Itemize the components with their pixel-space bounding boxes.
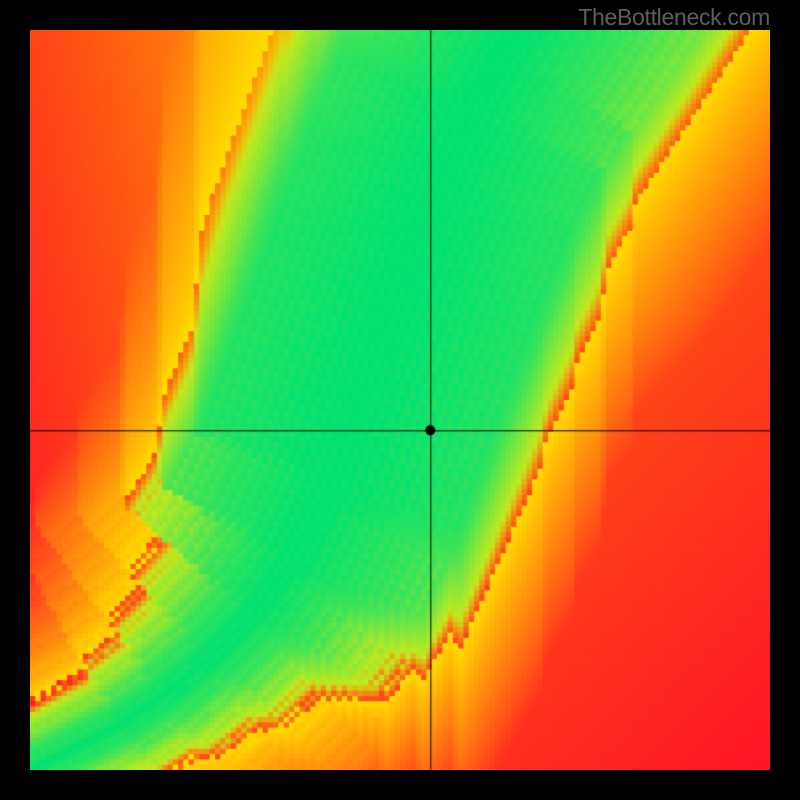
bottleneck-heatmap [30,30,770,770]
watermark-label: TheBottleneck.com [578,4,770,31]
chart-container: TheBottleneck.com [0,0,800,800]
